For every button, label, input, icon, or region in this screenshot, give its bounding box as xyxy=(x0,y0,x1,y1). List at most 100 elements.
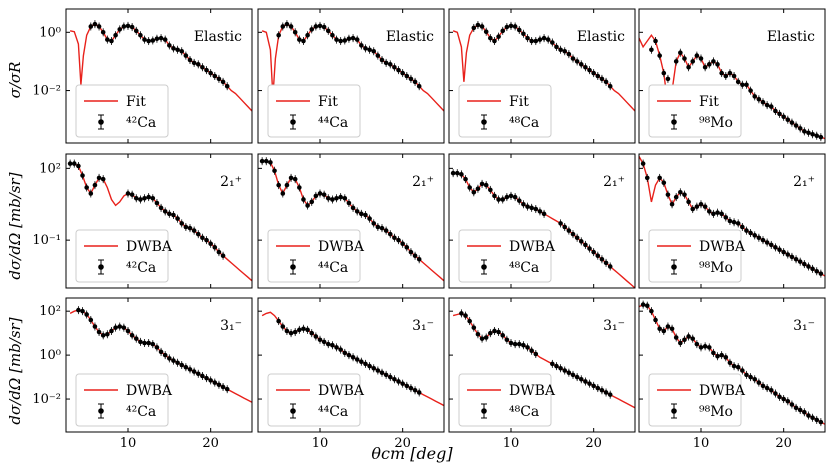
data-point xyxy=(187,57,193,63)
data-point xyxy=(682,192,687,197)
data-series xyxy=(649,37,824,142)
data-point xyxy=(359,211,364,217)
data-point xyxy=(375,53,381,58)
data-point xyxy=(325,341,331,347)
data-point xyxy=(694,53,700,58)
data-point xyxy=(379,225,385,231)
data-point xyxy=(525,345,530,350)
legend-data-swatch xyxy=(98,264,104,270)
panel-r2c4: 2₁⁺ DWBA ⁹⁸Mo xyxy=(638,153,826,289)
panel-grid: 10⁰10⁻²ElasticFit⁴²CaElasticFit⁴⁴CaElast… xyxy=(32,8,826,451)
data-point xyxy=(806,413,811,418)
panel-r2c2: 2₁⁺ DWBA ⁴⁴Ca xyxy=(257,153,445,289)
data-point xyxy=(146,194,151,200)
legend-box xyxy=(458,373,552,427)
data-point xyxy=(599,256,605,262)
data-point xyxy=(400,381,405,386)
data-point xyxy=(479,181,485,187)
axes-frame xyxy=(448,297,636,433)
data-point xyxy=(587,381,592,386)
data-point xyxy=(67,161,73,166)
data-point xyxy=(263,158,269,164)
data-point xyxy=(84,185,89,190)
data-point xyxy=(735,79,741,85)
data-point xyxy=(793,256,799,262)
data-point xyxy=(76,307,81,313)
data-point xyxy=(781,114,786,120)
data-point xyxy=(292,329,298,335)
data-point xyxy=(669,201,675,207)
data-point xyxy=(760,99,766,105)
data-point xyxy=(200,64,205,70)
data-point xyxy=(363,361,368,367)
data-point xyxy=(301,197,306,202)
data-point xyxy=(764,385,770,391)
y-tick-label: 10⁰ xyxy=(39,348,61,363)
data-point xyxy=(450,170,456,176)
data-point xyxy=(84,312,89,317)
data-point xyxy=(416,390,422,395)
axes-frame xyxy=(257,297,445,433)
data-point xyxy=(686,64,691,70)
panel-title: Elastic xyxy=(194,29,242,45)
data-point xyxy=(678,50,683,55)
data-point xyxy=(383,372,389,378)
data-point xyxy=(129,24,135,30)
data-point xyxy=(459,172,464,177)
x-tick-label: 20 xyxy=(394,436,411,451)
legend-data-label: ⁴⁸Ca xyxy=(509,115,539,131)
data-point xyxy=(578,239,584,244)
data-point xyxy=(814,268,820,274)
data-point xyxy=(125,23,131,29)
data-point xyxy=(702,204,708,209)
data-point xyxy=(521,201,526,207)
data-point xyxy=(785,117,791,122)
data-point xyxy=(350,355,356,360)
data-point xyxy=(698,345,704,350)
data-point xyxy=(129,333,135,338)
data-point xyxy=(183,364,189,370)
data-point xyxy=(387,231,393,237)
data-point xyxy=(558,221,563,226)
data-point xyxy=(806,264,811,269)
data-point xyxy=(492,193,497,199)
data-point xyxy=(96,329,102,335)
data-point xyxy=(268,160,273,165)
data-point xyxy=(773,108,778,114)
legend-data-label: ⁴⁴Ca xyxy=(318,404,348,420)
axes-frame xyxy=(65,153,253,289)
panel-r3c3: 10 20 3₁⁻ DWBA ⁴⁸Ca xyxy=(448,297,636,451)
legend-data-swatch xyxy=(671,408,677,414)
data-point xyxy=(574,374,580,380)
data-point xyxy=(392,235,397,241)
data-point xyxy=(748,230,753,236)
data-point xyxy=(321,192,327,197)
data-point xyxy=(125,191,131,196)
panel-title: 3₁⁻ xyxy=(793,318,815,334)
data-point xyxy=(191,60,197,66)
data-point xyxy=(504,194,510,200)
data-point xyxy=(100,176,106,182)
data-point xyxy=(325,195,331,201)
data-point xyxy=(607,83,613,89)
data-point xyxy=(346,200,352,206)
data-point xyxy=(367,363,372,369)
data-point xyxy=(301,38,306,44)
data-point xyxy=(508,340,514,346)
data-series xyxy=(259,157,422,264)
data-point xyxy=(740,224,745,230)
legend-fit-label: DWBA xyxy=(699,383,746,399)
panel-r3c4: 10 20 3₁⁻ DWBA ⁹⁸Mo xyxy=(638,297,826,451)
panel-title: 3₁⁻ xyxy=(603,318,625,334)
legend-data-label: ⁴²Ca xyxy=(126,115,156,131)
data-point xyxy=(789,254,795,260)
data-point xyxy=(276,32,281,38)
data-point xyxy=(408,249,414,255)
data-point xyxy=(113,325,118,330)
data-point xyxy=(208,378,213,383)
data-point xyxy=(321,24,327,30)
data-point xyxy=(678,340,683,346)
data-point xyxy=(603,390,609,395)
data-point xyxy=(512,24,518,29)
